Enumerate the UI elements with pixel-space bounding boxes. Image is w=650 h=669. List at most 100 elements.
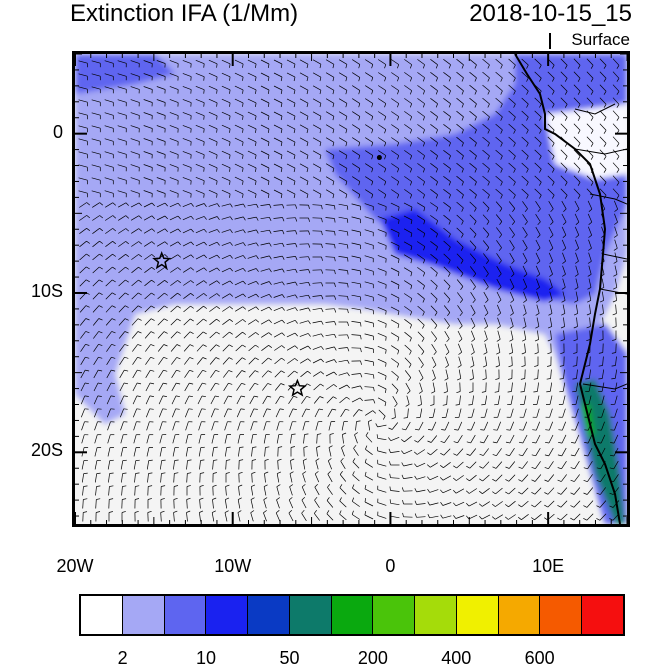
wind-barb bbox=[365, 347, 374, 349]
wind-barb-flag bbox=[421, 365, 424, 368]
wind-barb-flag bbox=[612, 327, 616, 328]
wind-barb-flag bbox=[457, 378, 461, 380]
wind-barb-flag bbox=[521, 379, 525, 380]
wind-barb bbox=[549, 461, 554, 468]
wind-barb bbox=[353, 475, 360, 481]
chart-title: Extinction IFA (1/Mm) bbox=[70, 0, 298, 28]
wind-barb-flag bbox=[190, 357, 194, 359]
wind-barb-flag bbox=[518, 480, 522, 482]
wind-barb bbox=[197, 345, 203, 352]
wind-barb-flag bbox=[174, 473, 178, 474]
wind-barb-flag bbox=[302, 497, 305, 500]
wind-barb-flag bbox=[348, 322, 349, 326]
wind-barb-flag bbox=[226, 485, 230, 486]
y-tick-label: 20S bbox=[13, 440, 63, 461]
wind-barb bbox=[225, 500, 226, 509]
wind-barb-flag bbox=[334, 347, 336, 351]
wind-barb-flag bbox=[431, 391, 435, 393]
wind-barb-flag bbox=[496, 366, 500, 368]
wind-barb bbox=[146, 383, 150, 391]
wind-barb bbox=[365, 515, 373, 519]
wind-barb bbox=[391, 346, 399, 351]
wind-barb bbox=[172, 383, 176, 391]
wind-barb-flag bbox=[203, 370, 207, 371]
wind-barb bbox=[158, 357, 163, 364]
wind-barb bbox=[199, 448, 201, 457]
wind-barb-flag bbox=[571, 455, 575, 456]
wind-barb-flag bbox=[202, 383, 206, 384]
wind-barb bbox=[238, 435, 240, 444]
wind-barb-flag bbox=[138, 319, 142, 321]
wind-barb-flag bbox=[447, 339, 450, 342]
wind-barb-flag bbox=[150, 370, 154, 371]
wind-barb-flag bbox=[466, 479, 469, 481]
wind-barb-flag bbox=[332, 409, 336, 410]
wind-barb bbox=[121, 422, 124, 431]
wind-barb bbox=[145, 357, 150, 364]
wind-barb-flag bbox=[459, 352, 462, 354]
wind-barb-flag bbox=[239, 485, 243, 487]
wind-barb-flag bbox=[138, 332, 142, 334]
wind-barb-flag bbox=[441, 515, 443, 518]
wind-barb bbox=[209, 306, 216, 311]
wind-barb bbox=[418, 436, 424, 443]
colorbar-swatch bbox=[373, 596, 415, 634]
wind-barb bbox=[378, 359, 386, 363]
wind-barb-flag bbox=[83, 499, 87, 500]
wind-barb-flag bbox=[340, 484, 342, 487]
wind-barb bbox=[326, 347, 335, 349]
wind-barb-flag bbox=[213, 460, 217, 461]
wind-barb bbox=[561, 501, 567, 507]
wind-barb-flag bbox=[176, 383, 180, 384]
wind-barb-flag bbox=[434, 339, 436, 342]
wind-barb bbox=[365, 360, 374, 362]
wind-barb bbox=[523, 422, 526, 430]
x-tick-label: 20W bbox=[45, 556, 105, 577]
wind-barb-flag bbox=[352, 511, 353, 515]
wind-barb bbox=[561, 474, 566, 481]
wind-barb bbox=[159, 383, 163, 391]
wind-barb-flag bbox=[547, 366, 551, 367]
wind-barb bbox=[121, 435, 123, 444]
wind-barb bbox=[562, 448, 566, 456]
wind-barb-flag bbox=[276, 510, 279, 513]
wind-barb bbox=[404, 450, 412, 454]
wind-barb-flag bbox=[545, 480, 549, 482]
wind-barb bbox=[525, 344, 526, 353]
wind-barb bbox=[290, 487, 293, 496]
wind-barb bbox=[158, 332, 164, 339]
wind-barb-flag bbox=[361, 374, 362, 378]
wind-barb-flag bbox=[176, 370, 180, 371]
wind-barb bbox=[471, 331, 474, 339]
wind-barb bbox=[134, 448, 136, 457]
wind-barb-flag bbox=[547, 379, 551, 380]
wind-barb-flag bbox=[217, 90, 218, 94]
wind-barb bbox=[391, 451, 400, 452]
wind-barb-flag bbox=[398, 337, 399, 341]
wind-barb bbox=[391, 503, 400, 504]
wind-barb bbox=[302, 513, 307, 521]
wind-barb bbox=[248, 320, 256, 325]
wind-barb-flag bbox=[228, 409, 232, 410]
wind-barb bbox=[274, 320, 282, 324]
wind-barb-flag bbox=[479, 504, 482, 507]
wind-barb bbox=[200, 461, 201, 470]
wind-barb bbox=[147, 448, 149, 457]
wind-barb-flag bbox=[470, 379, 474, 381]
wind-barb bbox=[470, 475, 477, 481]
wind-barb bbox=[327, 501, 333, 508]
wind-barb-flag bbox=[360, 398, 363, 401]
wind-barb bbox=[172, 396, 176, 404]
wind-barb bbox=[274, 346, 281, 351]
wind-barb bbox=[421, 396, 422, 405]
wind-barb bbox=[535, 475, 541, 482]
wind-barb bbox=[265, 474, 266, 483]
wind-barb-flag bbox=[203, 345, 207, 347]
wind-barb-flag bbox=[321, 346, 323, 349]
wind-barb bbox=[108, 435, 111, 444]
wind-barb-flag bbox=[496, 352, 500, 354]
wind-barb bbox=[313, 321, 322, 323]
wind-barb bbox=[315, 474, 319, 482]
wind-barb bbox=[275, 371, 281, 377]
wind-barb-flag bbox=[204, 155, 205, 159]
